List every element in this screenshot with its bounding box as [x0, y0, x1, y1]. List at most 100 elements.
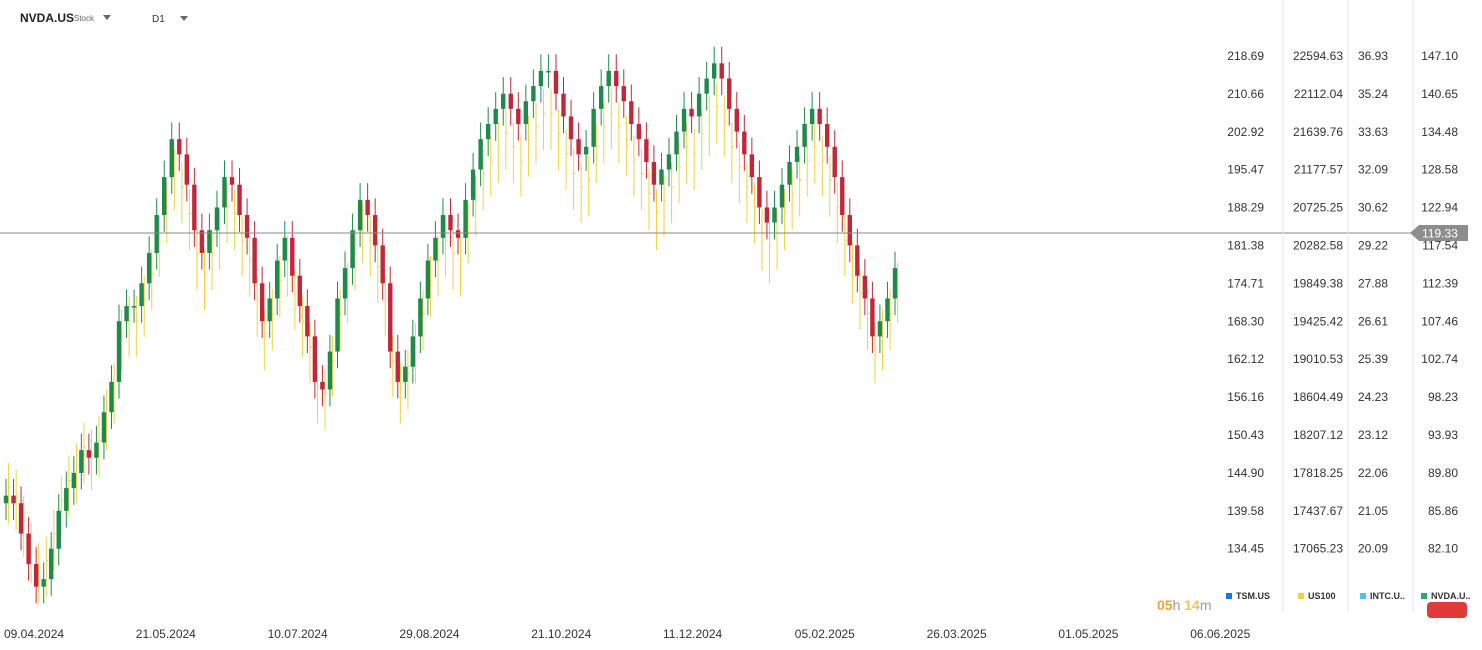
nvda-candle: [568, 116, 574, 140]
nvda-candle: [11, 495, 16, 504]
nvda-candle: [388, 283, 393, 352]
axis-tick-label: 22.06: [1358, 466, 1388, 480]
nvda-candle: [531, 86, 536, 102]
action-button[interactable]: [1427, 602, 1467, 618]
nvda-candle: [146, 252, 152, 284]
nvda-candle: [259, 283, 265, 322]
nvda-candle: [94, 442, 99, 458]
nvda-candle: [719, 63, 724, 79]
nvda-candle: [870, 298, 875, 337]
nvda-candle: [131, 306, 137, 308]
nvda-candle: [71, 472, 77, 489]
axis-tick-label: 210.66: [1227, 87, 1264, 101]
chart-toolbar: NVDA.US Stock D1: [0, 0, 600, 36]
nvda-candle: [162, 177, 167, 216]
axis-tick-label: 147.10: [1421, 49, 1458, 63]
legend-swatch: [1226, 593, 1232, 599]
axis-tick-label: 112.39: [1422, 276, 1458, 290]
nvda-candle: [561, 93, 566, 117]
nvda-candle: [824, 124, 830, 147]
symbol-dropdown-icon[interactable]: [103, 15, 111, 20]
nvda-candle: [772, 207, 777, 223]
nvda-candle: [855, 245, 860, 276]
axis-tick-label: 168.30: [1227, 314, 1264, 328]
nvda-candle: [621, 86, 626, 102]
nvda-candle: [840, 177, 845, 216]
nvda-candle: [79, 450, 84, 473]
x-tick-label: 21.05.2024: [136, 627, 196, 641]
nvda-candle: [749, 154, 755, 178]
nvda-candle: [757, 177, 762, 208]
nvda-candle: [802, 124, 807, 147]
timeframe-select[interactable]: D1: [152, 14, 165, 25]
axis-tick-label: 89.80: [1428, 466, 1458, 480]
nvda-candle: [56, 510, 61, 549]
nvda-candle: [124, 306, 129, 322]
nvda-candle: [463, 199, 468, 238]
x-tick-label: 01.05.2025: [1058, 627, 1118, 641]
nvda-candle: [576, 139, 581, 155]
symbol-type: Stock: [74, 14, 95, 23]
nvda-candle: [237, 184, 242, 216]
timeframe-dropdown-icon[interactable]: [180, 16, 188, 21]
nvda-candle: [169, 139, 174, 178]
nvda-candle: [455, 230, 461, 238]
nvda-candle: [591, 108, 596, 147]
price-axes: 218.69 210.66 202.92 195.47 188.29 181.38 174.…: [1227, 49, 1458, 556]
nvda-candle: [335, 298, 340, 352]
nvda-candle: [3, 495, 9, 504]
axis-tick-label: 134.45: [1227, 542, 1264, 556]
nvda-candle: [380, 245, 385, 284]
axis-tick-label: 33.63: [1358, 125, 1388, 139]
us100-series: [8, 82, 900, 604]
axis-tick-label: 35.24: [1358, 87, 1388, 101]
legend-swatch: [1360, 593, 1366, 599]
legend-item-intc[interactable]: INTC.U..: [1360, 591, 1405, 601]
nvda-candle: [553, 70, 559, 94]
axis-tick-label: 19010.53: [1293, 352, 1343, 366]
nvda-candle: [644, 139, 649, 162]
axis-tick-label: 134.48: [1421, 125, 1458, 139]
x-tick-label: 06.06.2025: [1190, 627, 1250, 641]
x-tick-label: 10.07.2024: [268, 627, 328, 641]
nvda-candle: [139, 283, 144, 307]
axis-tick-label: 17818.25: [1293, 466, 1343, 480]
legend-item-tsm[interactable]: TSM.US: [1226, 591, 1270, 601]
nvda-candle: [410, 336, 416, 367]
nvda-candle: [651, 161, 657, 185]
nvda-candle: [116, 321, 122, 382]
nvda-candle: [26, 533, 31, 564]
nvda-candle: [372, 215, 378, 246]
axis-tick-label: 128.58: [1421, 163, 1458, 177]
symbol-name[interactable]: NVDA.US: [20, 11, 75, 25]
nvda-candle: [877, 321, 883, 337]
axis-tick-label: 20.09: [1358, 542, 1388, 556]
nvda-candle: [177, 139, 182, 155]
legend-item-us100[interactable]: US100: [1298, 591, 1336, 601]
axis-tick-label: 24.23: [1358, 390, 1388, 404]
axis-tick-label: 181.38: [1227, 239, 1264, 253]
nvda-candle: [606, 70, 611, 87]
axis-tick-label: 218.69: [1227, 49, 1264, 63]
nvda-candle: [252, 237, 257, 284]
axis-tick-label: 20282.58: [1293, 239, 1343, 253]
axis-tick-label: 144.90: [1227, 466, 1264, 480]
nvda-candle: [244, 215, 250, 238]
nvda-candle: [629, 101, 634, 125]
axis-tick-label: 18604.49: [1293, 390, 1343, 404]
nvda-candle: [598, 86, 604, 109]
current-price-label: 119.33: [1422, 227, 1458, 241]
nvda-candle: [433, 237, 438, 261]
axis-tick-label: 22594.63: [1293, 49, 1343, 63]
axis-tick-label: 17065.23: [1293, 542, 1343, 556]
nvda-candle: [448, 215, 453, 231]
legend-item-nvda[interactable]: NVDA.U..: [1421, 591, 1471, 601]
nvda-candle: [862, 275, 868, 299]
nvda-candle: [636, 124, 642, 140]
nvda-candle: [350, 230, 355, 269]
nvda-candles: [3, 46, 898, 604]
nvda-candle: [478, 139, 483, 170]
nvda-candle: [154, 215, 159, 253]
axis-tick-label: 156.16: [1227, 390, 1264, 404]
